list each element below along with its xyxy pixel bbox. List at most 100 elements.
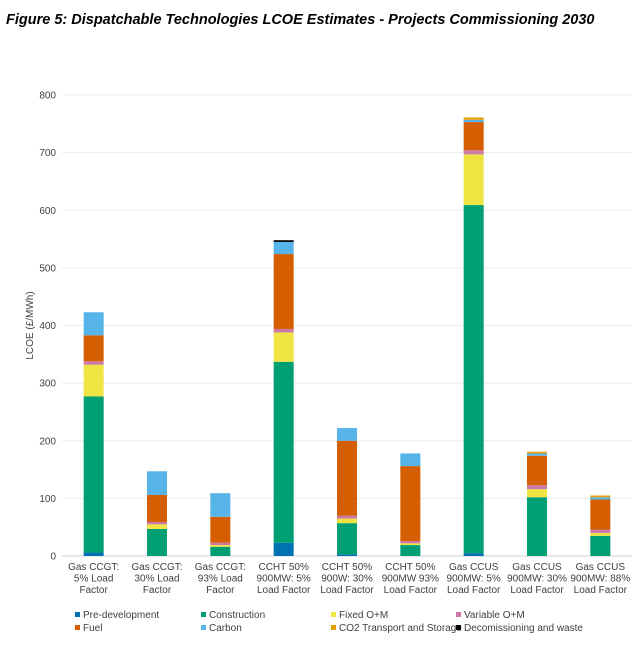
bar-segment-construction [210,546,231,556]
bar-segment-decomissioning-and-waste [273,240,294,242]
x-category-label: Gas CCGT: [131,562,182,573]
legend-swatch [201,625,206,630]
x-category-label: Gas CCUS [449,562,499,573]
bar-segment-carbon [337,428,357,441]
legend-label: Decomissioning and waste [464,623,583,634]
bar-segment-construction [147,528,167,556]
bar-segment-fuel [463,122,484,151]
bar-segment-variable-o-m [527,485,547,490]
x-category-label: Gas CCGT: [68,562,119,573]
bar-segment-fuel [83,335,104,362]
bar-segment-carbon [210,493,231,517]
x-category-label: Load Factor [257,585,311,596]
x-category-label: Gas CCUS [512,562,562,573]
legend-label: Pre-development [83,610,159,621]
bar-segment-carbon [590,497,611,500]
bar-segment-fixed-o-m [400,543,421,546]
x-category-label: Load Factor [447,585,501,596]
bar-segment-fixed-o-m [273,332,294,362]
bar-segment-fuel [147,494,167,523]
x-category-label: 30% Load [134,574,179,585]
bar-segment-variable-o-m [463,150,484,155]
bar-segment-carbon [527,453,547,456]
x-category-label: Load Factor [574,585,628,596]
x-category-label: Load Factor [384,585,438,596]
x-category-label: 5% Load [74,574,113,585]
bar-segment-fixed-o-m [147,524,167,529]
x-category-label: Factor [206,585,235,596]
legend-label: Construction [209,610,265,621]
bar-segment-co2-transport-and-storage [590,495,611,498]
bar-segment-fuel [337,440,357,516]
legend-swatch [201,612,206,617]
y-tick-label: 100 [39,494,56,505]
bar-segment-pre-development [337,554,357,556]
x-category-label: 900MW: 88% [570,574,630,585]
bar-segment-fuel [400,466,421,542]
legend-label: Carbon [209,623,242,634]
bar-segment-fixed-o-m [463,154,484,206]
y-tick-label: 600 [39,206,56,217]
bar-segment-variable-o-m [273,328,294,333]
bar-segment-construction [83,396,104,553]
x-category-label: CCHT 50% [322,562,372,573]
legend-label: Variable O+M [464,610,525,621]
x-category-label: Load Factor [510,585,564,596]
bar-segment-fuel [273,254,294,329]
y-tick-label: 400 [39,321,56,332]
y-tick-label: 200 [39,436,56,447]
bar-segment-fuel [527,455,547,486]
bar-segment-pre-development [83,552,104,556]
y-axis-label: LCOE (£/MWh) [25,291,36,359]
bar-segment-carbon [400,453,421,467]
x-category-label: Gas CCGT: [195,562,246,573]
bar-segment-fixed-o-m [337,518,357,524]
bar-segment-variable-o-m [210,542,231,546]
x-category-label: Gas CCUS [576,562,626,573]
y-tick-label: 300 [39,379,56,390]
bar-segment-construction [527,497,547,556]
legend-swatch [331,625,336,630]
bar-segment-carbon [83,312,104,336]
x-category-label: 900MW: 5% [257,574,311,585]
bar-segment-carbon [273,241,294,255]
bar-segment-fixed-o-m [210,545,231,547]
bar-segment-construction [273,361,294,543]
bar-segment-variable-o-m [337,515,357,519]
bar-segment-fuel [210,516,231,543]
legend-swatch [75,625,80,630]
legend-label: Fixed O+M [339,610,388,621]
x-category-label: CCHT 50% [385,562,435,573]
y-tick-label: 700 [39,148,56,159]
bar-segment-construction [463,205,484,554]
legend-swatch [456,625,461,630]
x-category-label: 900MW: 5% [447,574,501,585]
bar-segment-fuel [590,499,611,530]
x-category-label: 93% Load [198,574,243,585]
y-tick-label: 0 [50,552,56,563]
bar-segment-construction [400,545,421,556]
x-category-label: Factor [79,585,108,596]
legend-swatch [75,612,80,617]
bar-segment-variable-o-m [147,522,167,525]
bar-segment-carbon [463,119,484,123]
x-category-label: 900W: 30% [321,574,373,585]
y-tick-label: 800 [39,91,56,102]
bar-segment-construction [337,523,357,555]
x-category-label: Factor [143,585,172,596]
legend-swatch [456,612,461,617]
bar-segment-variable-o-m [83,361,104,365]
bar-segment-fixed-o-m [83,364,104,397]
x-category-label: CCHT 50% [258,562,308,573]
bar-segment-co2-transport-and-storage [463,117,484,120]
x-category-label: 900MW 93% [382,574,439,585]
bar-segment-fixed-o-m [590,532,611,536]
x-category-label: Load Factor [320,585,374,596]
y-tick-label: 500 [39,263,56,274]
bar-segment-pre-development [463,553,484,556]
bar-segment-construction [590,535,611,556]
bar-segment-carbon [147,471,167,495]
bar-segment-co2-transport-and-storage [527,451,547,454]
